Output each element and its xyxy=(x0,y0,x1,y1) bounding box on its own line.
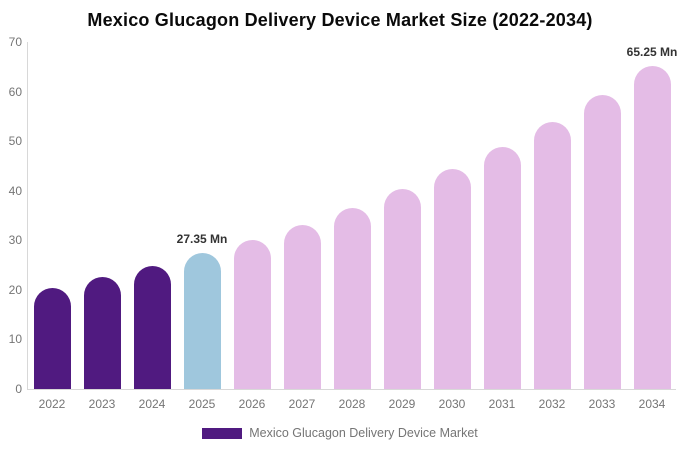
x-label-2030: 2030 xyxy=(438,397,466,411)
bar-2027[interactable] xyxy=(283,224,321,389)
y-tick-50: 50 xyxy=(8,134,22,149)
x-label-2031: 2031 xyxy=(488,397,516,411)
x-label-2032: 2032 xyxy=(538,397,566,411)
x-label-2033: 2033 xyxy=(588,397,616,411)
data-label-2025: 27.35 Mn xyxy=(176,232,228,247)
x-label-2022: 2022 xyxy=(38,397,66,411)
y-tick-60: 60 xyxy=(8,84,22,99)
legend-label: Mexico Glucagon Delivery Device Market xyxy=(249,426,478,440)
x-label-2027: 2027 xyxy=(288,397,316,411)
bar-2024[interactable] xyxy=(133,265,171,389)
bar-2022[interactable] xyxy=(33,287,71,389)
y-tick-0: 0 xyxy=(15,382,22,396)
bar-2033[interactable] xyxy=(583,95,621,389)
x-axis-line xyxy=(27,389,676,390)
bar-2032[interactable] xyxy=(533,122,571,389)
bar-2026[interactable] xyxy=(233,239,271,389)
x-label-2034: 2034 xyxy=(638,397,666,411)
y-tick-20: 20 xyxy=(8,282,22,297)
y-tick-40: 40 xyxy=(8,183,22,198)
chart-title: Mexico Glucagon Delivery Device Market S… xyxy=(87,10,593,30)
y-tick-30: 30 xyxy=(8,233,22,248)
x-label-2023: 2023 xyxy=(88,397,116,411)
bar-2025[interactable] xyxy=(183,253,221,389)
bar-2034[interactable] xyxy=(633,65,671,389)
legend-item[interactable]: Mexico Glucagon Delivery Device Market xyxy=(0,426,680,440)
bar-2029[interactable] xyxy=(383,189,421,389)
data-label-2034: 65.25 Mn xyxy=(626,44,678,59)
bar-2023[interactable] xyxy=(83,277,121,389)
x-label-2029: 2029 xyxy=(388,397,416,411)
x-label-2028: 2028 xyxy=(338,397,366,411)
bar-2030[interactable] xyxy=(433,169,471,389)
x-label-2025: 2025 xyxy=(188,397,216,411)
y-tick-70: 70 xyxy=(8,35,22,49)
legend-swatch xyxy=(202,427,243,439)
x-label-2024: 2024 xyxy=(138,397,166,411)
x-label-2026: 2026 xyxy=(238,397,266,411)
bar-2028[interactable] xyxy=(333,207,371,389)
y-axis-line xyxy=(27,42,28,389)
bar-2031[interactable] xyxy=(483,146,521,389)
y-tick-10: 10 xyxy=(8,332,22,347)
